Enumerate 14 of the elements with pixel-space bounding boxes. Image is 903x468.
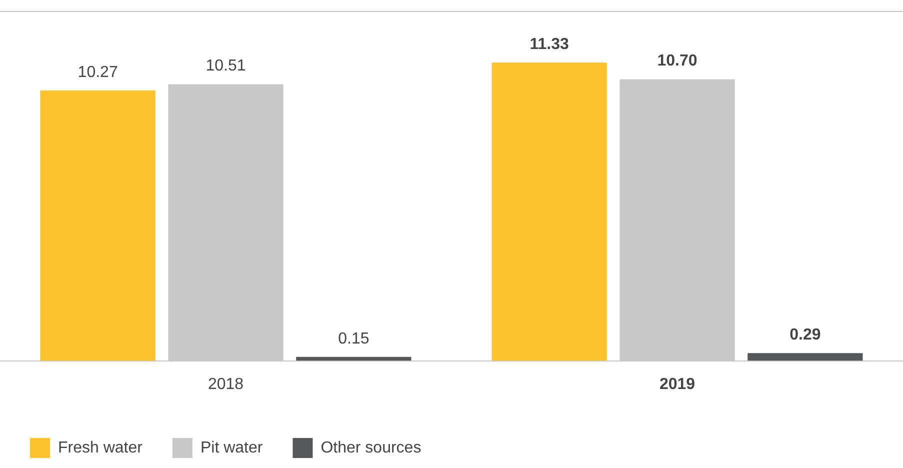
- bar: [748, 353, 863, 361]
- data-label: 11.33: [530, 36, 570, 54]
- legend-label: Fresh water: [58, 439, 144, 456]
- x-tick-label: 2018: [208, 376, 244, 393]
- legend-label: Pit water: [200, 439, 264, 456]
- legend-label: Other sources: [320, 439, 422, 456]
- data-label: 0.15: [338, 330, 370, 348]
- data-label: 10.51: [206, 58, 246, 75]
- x-tick-label: 2019: [659, 376, 696, 393]
- data-label: 10.70: [657, 52, 698, 70]
- bar: [492, 62, 607, 361]
- data-label: 10.27: [78, 64, 118, 81]
- bar: [40, 90, 156, 361]
- data-label: 0.29: [790, 326, 821, 344]
